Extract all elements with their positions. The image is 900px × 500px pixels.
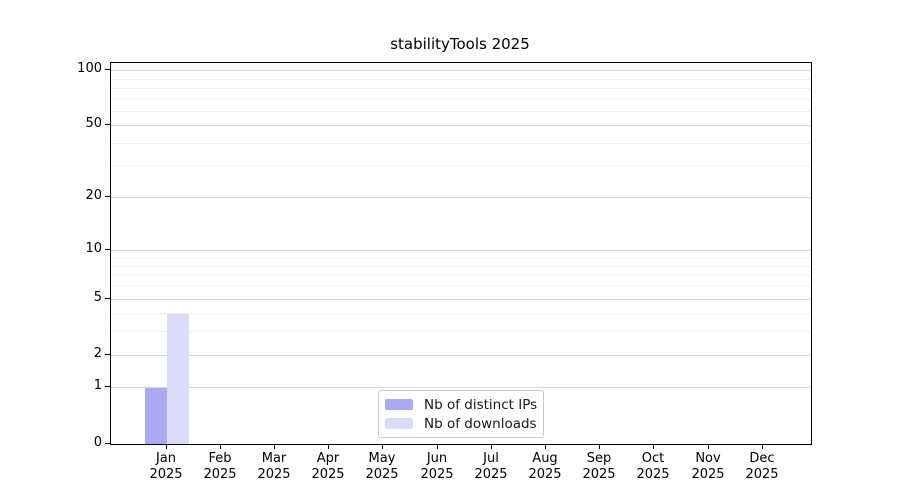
x-tick-label: Jul 2025 xyxy=(474,451,508,482)
chart-title: stabilityTools 2025 xyxy=(390,35,530,53)
x-tick-label: May 2025 xyxy=(365,451,399,482)
legend-label-distinct-ips: Nb of distinct IPs xyxy=(424,396,538,413)
major-gridline xyxy=(111,299,811,300)
y-tick-label: 100 xyxy=(77,61,102,76)
x-tick-mark xyxy=(220,444,221,449)
x-tick-mark xyxy=(653,444,654,449)
minor-gridline xyxy=(111,313,811,314)
x-tick-mark xyxy=(328,444,329,449)
y-tick-label: 0 xyxy=(93,435,102,450)
minor-gridline xyxy=(111,88,811,89)
legend-swatch-downloads xyxy=(385,418,413,429)
minor-gridline xyxy=(111,79,811,80)
legend-item-distinct-ips: Nb of distinct IPs xyxy=(385,395,538,414)
legend-item-downloads: Nb of downloads xyxy=(385,414,537,433)
x-tick-label: Feb 2025 xyxy=(203,451,237,482)
bar-nb-of-distinct-ips-jan xyxy=(145,387,167,444)
major-gridline xyxy=(111,197,811,198)
minor-gridline xyxy=(111,143,811,144)
x-tick-label: Mar 2025 xyxy=(257,451,291,482)
legend-box: Nb of distinct IPs Nb of downloads xyxy=(378,390,544,438)
minor-gridline xyxy=(111,166,811,167)
major-gridline xyxy=(111,355,811,356)
y-tick-mark xyxy=(105,443,110,444)
y-tick-mark xyxy=(105,298,110,299)
major-gridline xyxy=(111,125,811,126)
y-tick-mark xyxy=(105,124,110,125)
x-tick-label: Jan 2025 xyxy=(149,451,183,482)
minor-gridline xyxy=(111,99,811,100)
x-tick-mark xyxy=(274,444,275,449)
y-tick-mark xyxy=(105,386,110,387)
y-tick-label: 20 xyxy=(85,188,102,203)
y-tick-mark xyxy=(105,196,110,197)
minor-gridline xyxy=(111,111,811,112)
y-tick-mark xyxy=(105,69,110,70)
x-tick-mark xyxy=(599,444,600,449)
major-gridline xyxy=(111,70,811,71)
x-tick-label: Nov 2025 xyxy=(691,451,725,482)
x-tick-label: Dec 2025 xyxy=(745,451,779,482)
y-tick-label: 10 xyxy=(85,241,102,256)
minor-gridline xyxy=(111,266,811,267)
y-tick-mark xyxy=(105,249,110,250)
minor-gridline xyxy=(111,331,811,332)
major-gridline xyxy=(111,250,811,251)
x-tick-mark xyxy=(762,444,763,449)
x-tick-label: Sep 2025 xyxy=(582,451,616,482)
y-tick-label: 1 xyxy=(93,378,102,393)
minor-gridline xyxy=(111,286,811,287)
y-tick-label: 5 xyxy=(93,290,102,305)
x-tick-label: Aug 2025 xyxy=(528,451,562,482)
y-tick-label: 50 xyxy=(85,116,102,131)
minor-gridline xyxy=(111,275,811,276)
x-tick-mark xyxy=(437,444,438,449)
x-tick-mark xyxy=(708,444,709,449)
major-gridline xyxy=(111,387,811,388)
legend-swatch-distinct-ips xyxy=(385,399,413,410)
x-tick-label: Oct 2025 xyxy=(636,451,670,482)
x-tick-mark xyxy=(491,444,492,449)
minor-gridline xyxy=(111,257,811,258)
x-tick-mark xyxy=(382,444,383,449)
x-tick-label: Apr 2025 xyxy=(311,451,345,482)
plot-area xyxy=(110,62,812,445)
y-tick-mark xyxy=(105,354,110,355)
legend-label-downloads: Nb of downloads xyxy=(424,415,537,432)
x-tick-label: Jun 2025 xyxy=(420,451,454,482)
y-tick-label: 2 xyxy=(93,346,102,361)
x-tick-mark xyxy=(545,444,546,449)
bar-nb-of-downloads-jan xyxy=(167,313,189,444)
x-tick-mark xyxy=(166,444,167,449)
